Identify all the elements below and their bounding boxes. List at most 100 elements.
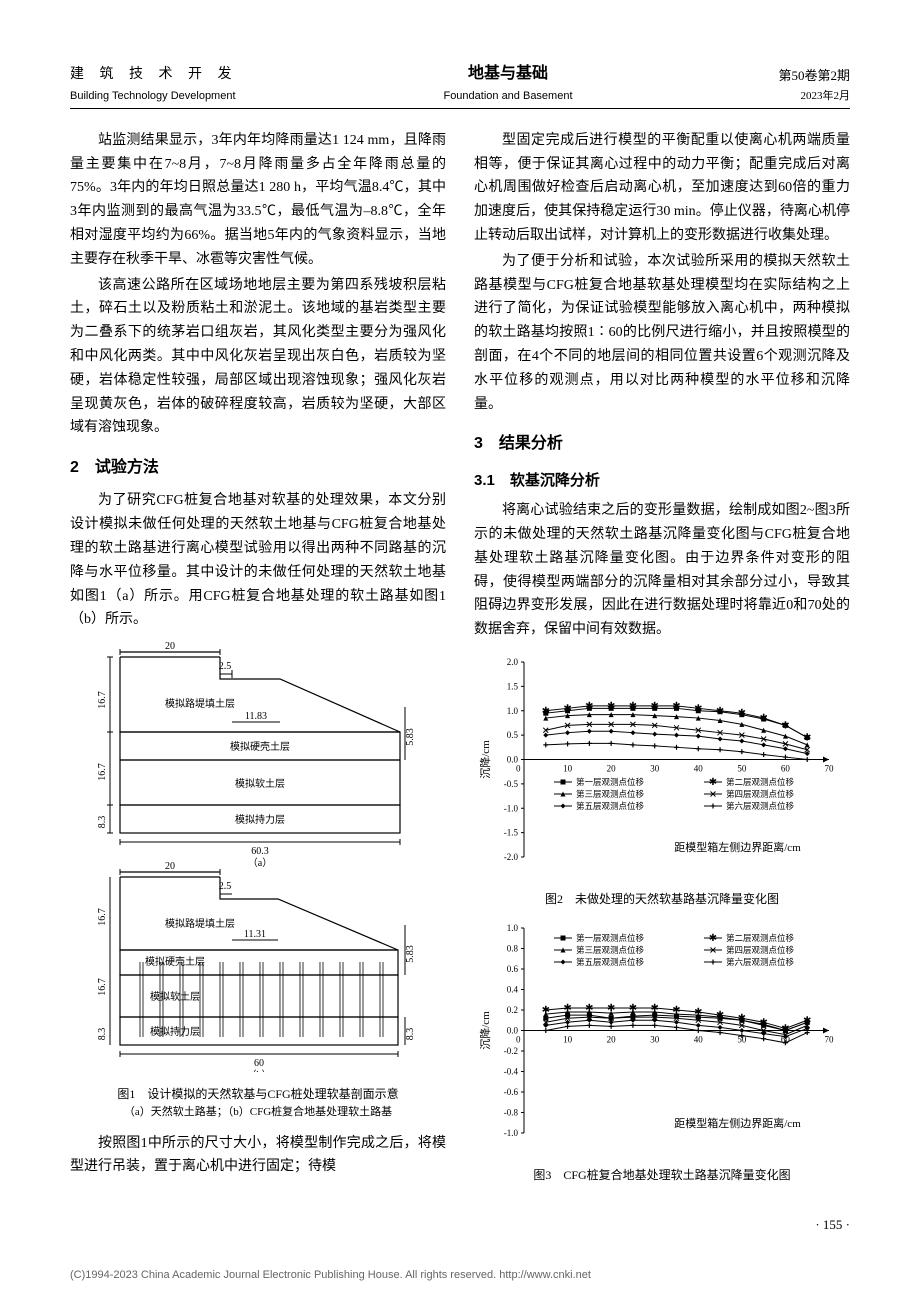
page-header: 建 筑 技 术 开 发 Building Technology Developm…	[70, 60, 850, 109]
svg-text:-0.6: -0.6	[504, 1087, 519, 1097]
figure-1-subcaption: （a）天然软土路基；（b）CFG桩复合地基处理软土路基	[70, 1103, 446, 1122]
svg-text:✱: ✱	[585, 701, 593, 712]
svg-text:第四层观测点位移: 第四层观测点位移	[726, 789, 795, 799]
volume-issue: 第50卷第2期	[778, 65, 850, 87]
svg-text:第二层观测点位移: 第二层观测点位移	[726, 777, 795, 787]
svg-text:0.8: 0.8	[507, 943, 519, 953]
body-text: 型固定完成后进行模型的平衡配重以使离心机两端质量相等，便于保证其离心过程中的动力…	[474, 129, 850, 248]
svg-text:20: 20	[165, 642, 175, 652]
svg-text:✱: ✱	[716, 706, 724, 717]
journal-title-en: Building Technology Development	[70, 87, 238, 106]
svg-text:模拟路堤填土层: 模拟路堤填土层	[165, 697, 235, 710]
svg-text:✱: ✱	[607, 701, 615, 712]
figure-3: 010203040506070-1.0-0.8-0.6-0.4-0.20.00.…	[474, 918, 850, 1184]
svg-text:20: 20	[607, 1034, 617, 1044]
svg-text:16.7: 16.7	[97, 908, 108, 926]
svg-text:模拟硬壳土层: 模拟硬壳土层	[145, 955, 205, 968]
svg-text:0.0: 0.0	[507, 754, 519, 764]
svg-text:距模型箱左侧边界距离/cm: 距模型箱左侧边界距离/cm	[674, 840, 801, 854]
svg-text:✱: ✱	[759, 713, 767, 724]
svg-text:20: 20	[165, 861, 175, 872]
diagram-1-svg: 20 模拟路堤填土层 2.5 11.83 16.7	[70, 642, 430, 1072]
body-text: 为了便于分析和试验，本次试验所采用的模拟天然软土路基模型与CFG桩复合地基软基处…	[474, 250, 850, 417]
svg-text:1.0: 1.0	[507, 706, 519, 716]
svg-text:2.5: 2.5	[219, 661, 232, 672]
section-title-cn: 地基与基础	[443, 60, 572, 87]
svg-text:第一层观测点位移: 第一层观测点位移	[576, 933, 645, 943]
svg-text:✱: ✱	[803, 732, 811, 743]
svg-text:60.3: 60.3	[251, 846, 269, 857]
svg-text:-1.5: -1.5	[504, 828, 519, 838]
svg-text:模拟软土层: 模拟软土层	[150, 990, 200, 1003]
svg-text:8.3: 8.3	[405, 1028, 416, 1041]
svg-text:11.31: 11.31	[244, 929, 266, 940]
svg-text:1.0: 1.0	[507, 923, 519, 933]
svg-text:✱: ✱	[709, 933, 717, 944]
svg-text:30: 30	[650, 1034, 660, 1044]
svg-text:模拟路堤填土层: 模拟路堤填土层	[165, 917, 235, 930]
figure-1: 20 模拟路堤填土层 2.5 11.83 16.7	[70, 642, 446, 1121]
svg-text:-0.8: -0.8	[504, 1107, 519, 1117]
svg-text:-0.2: -0.2	[504, 1046, 518, 1056]
svg-text:-0.5: -0.5	[504, 779, 519, 789]
figure-3-caption: 图3 CFG桩复合地基处理软土路基沉降量变化图	[474, 1166, 850, 1184]
issue-date: 2023年2月	[778, 87, 850, 106]
svg-text:第四层观测点位移: 第四层观测点位移	[726, 945, 795, 955]
svg-text:0.2: 0.2	[507, 1005, 518, 1015]
svg-text:16.7: 16.7	[97, 763, 108, 781]
svg-text:第三层观测点位移: 第三层观测点位移	[576, 789, 645, 799]
svg-text:✱: ✱	[563, 703, 571, 714]
svg-text:第二层观测点位移: 第二层观测点位移	[726, 933, 795, 943]
svg-text:第六层观测点位移: 第六层观测点位移	[726, 801, 795, 811]
svg-text:16.7: 16.7	[97, 978, 108, 996]
header-right: 第50卷第2期 2023年2月	[778, 65, 850, 106]
svg-text:20: 20	[607, 763, 617, 773]
svg-text:模拟持力层: 模拟持力层	[150, 1025, 200, 1038]
svg-text:0.5: 0.5	[507, 730, 519, 740]
header-left: 建 筑 技 术 开 发 Building Technology Developm…	[70, 63, 238, 105]
figure-1-caption: 图1 设计模拟的天然软基与CFG桩处理软基剖面示意	[70, 1085, 446, 1103]
svg-text:5.83: 5.83	[405, 945, 416, 963]
svg-text:2.5: 2.5	[219, 881, 232, 892]
svg-text:（a）: （a）	[248, 857, 272, 869]
svg-text:模拟持力层: 模拟持力层	[235, 813, 285, 826]
section-title-en: Foundation and Basement	[443, 87, 572, 106]
figure-2-caption: 图2 未做处理的天然软基路基沉降量变化图	[474, 890, 850, 908]
svg-text:-0.4: -0.4	[504, 1066, 519, 1076]
svg-text:70: 70	[825, 763, 835, 773]
svg-text:0.4: 0.4	[507, 984, 519, 994]
svg-text:第六层观测点位移: 第六层观测点位移	[726, 957, 795, 967]
svg-text:模拟硬壳土层: 模拟硬壳土层	[230, 740, 290, 753]
chart-3-svg: 010203040506070-1.0-0.8-0.6-0.4-0.20.00.…	[474, 918, 844, 1153]
svg-text:✱: ✱	[542, 706, 550, 717]
figure-2: 010203040506070-2.0-1.5-1.0-0.50.00.51.0…	[474, 652, 850, 908]
svg-text:-1.0: -1.0	[504, 1128, 519, 1138]
svg-text:10: 10	[563, 1034, 573, 1044]
svg-text:40: 40	[694, 1034, 704, 1044]
svg-text:-1.0: -1.0	[504, 803, 519, 813]
svg-text:5.83: 5.83	[405, 728, 416, 746]
svg-text:✱: ✱	[781, 720, 789, 731]
svg-text:0.6: 0.6	[507, 964, 519, 974]
svg-text:模拟软土层: 模拟软土层	[235, 777, 285, 790]
svg-text:50: 50	[737, 763, 747, 773]
svg-text:8.3: 8.3	[97, 816, 108, 829]
body-text: 站监测结果显示，3年内年均降雨量达1 124 mm，且降雨量主要集中在7~8月，…	[70, 129, 446, 272]
svg-text:第一层观测点位移: 第一层观测点位移	[576, 777, 645, 787]
svg-text:70: 70	[825, 1034, 835, 1044]
journal-title-cn: 建 筑 技 术 开 发	[70, 63, 238, 87]
body-text: 为了研究CFG桩复合地基对软基的处理效果，本文分别设计模拟未做任何处理的天然软土…	[70, 489, 446, 632]
svg-text:8.3: 8.3	[97, 1028, 108, 1041]
body-text: 该高速公路所在区域场地地层主要为第四系残坡积层粘土，碎石土以及粉质粘土和淤泥土。…	[70, 274, 446, 441]
svg-text:40: 40	[694, 763, 704, 773]
svg-text:第五层观测点位移: 第五层观测点位移	[576, 957, 645, 967]
svg-text:✱: ✱	[709, 777, 717, 788]
left-column: 站监测结果显示，3年内年均降雨量达1 124 mm，且降雨量主要集中在7~8月，…	[70, 129, 446, 1194]
svg-text:-2.0: -2.0	[504, 852, 519, 862]
svg-text:✱: ✱	[651, 701, 659, 712]
footer-copyright: (C)1994-2023 China Academic Journal Elec…	[70, 1266, 850, 1285]
svg-text:0: 0	[516, 763, 521, 773]
svg-text:沉降/cm: 沉降/cm	[478, 740, 492, 779]
page-number: · 155 ·	[70, 1214, 850, 1236]
svg-text:60: 60	[781, 763, 791, 773]
